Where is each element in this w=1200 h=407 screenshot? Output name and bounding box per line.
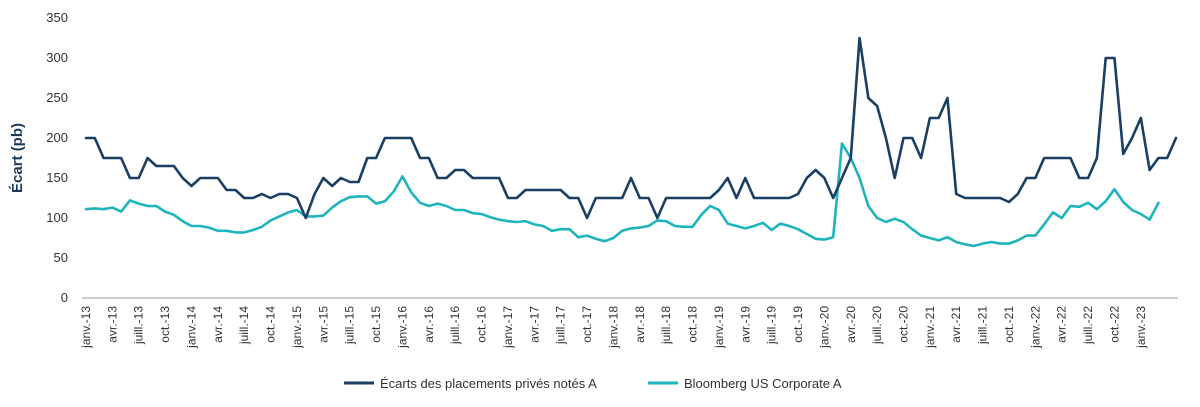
x-tick-label: avr.-16	[422, 306, 436, 343]
x-tick-label: juill.-20	[870, 306, 884, 345]
x-tick-label: janv.-20	[817, 306, 831, 349]
x-tick-label: oct.-20	[897, 306, 911, 343]
y-tick-label: 200	[46, 130, 68, 145]
series-line	[84, 36, 1178, 220]
x-tick-label: juill.-21	[976, 306, 990, 345]
x-tick-label: avr.-19	[738, 306, 752, 343]
x-tick-label: juill.-22	[1081, 306, 1095, 345]
x-tick-label: janv.-16	[395, 306, 409, 349]
legend: Écarts des placements privés notés A Bloo…	[344, 376, 842, 391]
x-tick-label: juill.-19	[765, 306, 779, 345]
y-axis: 0 50 100 150 200 250 300 350	[46, 10, 68, 305]
x-tick-label: oct.-15	[369, 306, 383, 343]
x-tick-label: oct.-22	[1107, 306, 1121, 343]
x-tick-label: avr.-20	[844, 306, 858, 343]
x-tick-label: avr.-15	[316, 306, 330, 343]
legend-label: Bloomberg US Corporate A	[684, 376, 842, 391]
x-tick-label: janv.-15	[290, 306, 304, 349]
x-tick-label: avr.-21	[949, 306, 963, 343]
x-tick-label: juill.-18	[659, 306, 673, 345]
x-tick-label: janv.-23	[1134, 306, 1148, 349]
x-tick-label: avr.-17	[527, 306, 541, 343]
series-layer	[84, 36, 1178, 248]
x-tick-label: janv.-14	[184, 306, 198, 349]
x-tick-label: oct.-19	[791, 306, 805, 343]
y-tick-label: 300	[46, 50, 68, 65]
x-tick-label: oct.-14	[264, 306, 278, 343]
x-tick-label: avr.-13	[105, 306, 119, 343]
y-tick-label: 50	[54, 250, 68, 265]
x-tick-label: oct.-18	[686, 306, 700, 343]
x-tick-label: juill.-14	[237, 306, 251, 345]
x-tick-label: avr.-22	[1055, 306, 1069, 343]
x-tick-label: juill.-17	[554, 306, 568, 345]
x-tick-label: juill.-15	[343, 306, 357, 345]
x-tick-label: janv.-21	[923, 306, 937, 349]
x-axis: janv.-13 avr.-13 juill.-13 oct.-13 janv.-14 a…	[79, 297, 1178, 349]
x-tick-label: oct.-13	[158, 306, 172, 343]
x-tick-label: oct.-21	[1002, 306, 1016, 343]
x-tick-label: oct.-17	[580, 306, 594, 343]
x-tick-label: oct.-16	[475, 306, 489, 343]
y-tick-label: 150	[46, 170, 68, 185]
x-tick-label: janv.-22	[1028, 306, 1042, 349]
x-tick-label: janv.-19	[712, 306, 726, 349]
y-axis-label: Écart (pb)	[9, 123, 26, 193]
x-tick-label: avr.-14	[211, 306, 225, 343]
x-tick-label: janv.-13	[79, 306, 93, 349]
x-tick-label: janv.-18	[606, 306, 620, 349]
legend-label: Écarts des placements privés notés A	[380, 376, 597, 391]
x-tick-label: janv.-17	[501, 306, 515, 349]
x-tick-label: juill.-16	[448, 306, 462, 345]
x-tick-label: juill.-13	[132, 306, 146, 345]
y-tick-label: 100	[46, 210, 68, 225]
x-tick-label: avr.-18	[633, 306, 647, 343]
y-tick-label: 350	[46, 10, 68, 25]
y-tick-label: 250	[46, 90, 68, 105]
y-tick-label: 0	[61, 290, 68, 305]
series-line	[84, 142, 1160, 248]
